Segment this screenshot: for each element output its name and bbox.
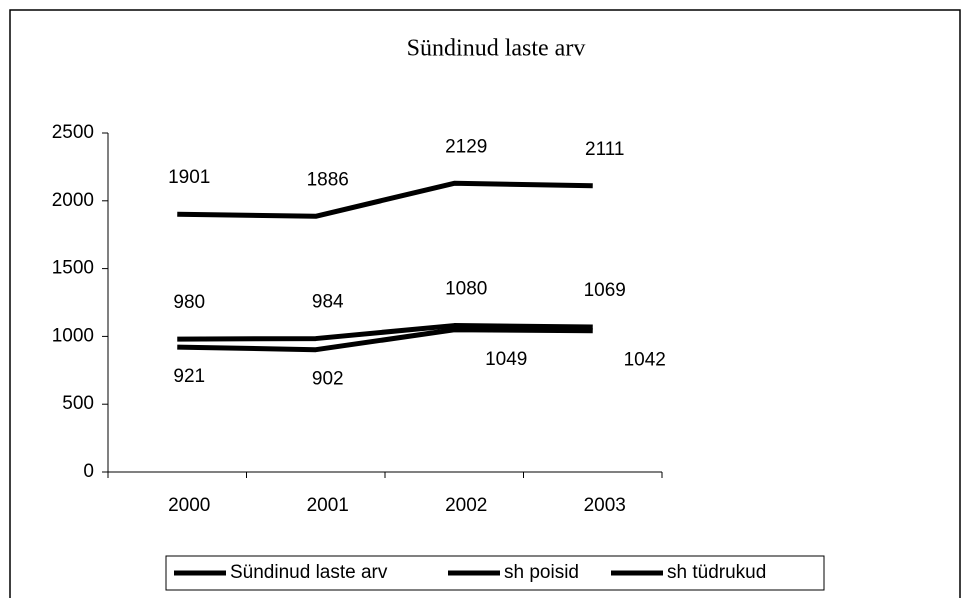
series-line [177,180,593,219]
chart-title: Sündinud laste arv [407,36,586,62]
data-label: 1080 [445,279,487,300]
x-tick-label: 2003 [584,495,626,516]
y-tick-label: 1500 [52,258,94,279]
data-label: 1901 [168,167,210,188]
legend-label: Sündinud laste arv [230,562,388,583]
data-label: 984 [312,292,344,313]
data-label: 980 [173,292,205,313]
series-line [177,327,593,353]
y-tick-label: 1000 [52,325,94,346]
data-label: 1049 [485,349,527,370]
y-tick-label: 0 [83,461,94,482]
data-label: 921 [173,366,205,387]
chart-frame [9,9,961,598]
y-tick-label: 2000 [52,190,94,211]
data-label: 2129 [445,136,487,157]
legend-label: sh poisid [504,562,579,583]
x-tick-label: 2000 [168,495,210,516]
x-tick-label: 2002 [445,495,487,516]
data-label: 1886 [307,169,349,190]
legend-label: sh tüdrukud [667,562,766,583]
data-label: 1069 [584,280,626,301]
series-line [177,323,593,342]
y-tick-label: 500 [62,393,94,414]
data-label: 2111 [585,139,624,160]
x-tick-label: 2001 [307,495,349,516]
data-label: 902 [312,369,344,390]
y-tick-label: 2500 [52,122,94,143]
data-label: 1042 [624,350,666,371]
